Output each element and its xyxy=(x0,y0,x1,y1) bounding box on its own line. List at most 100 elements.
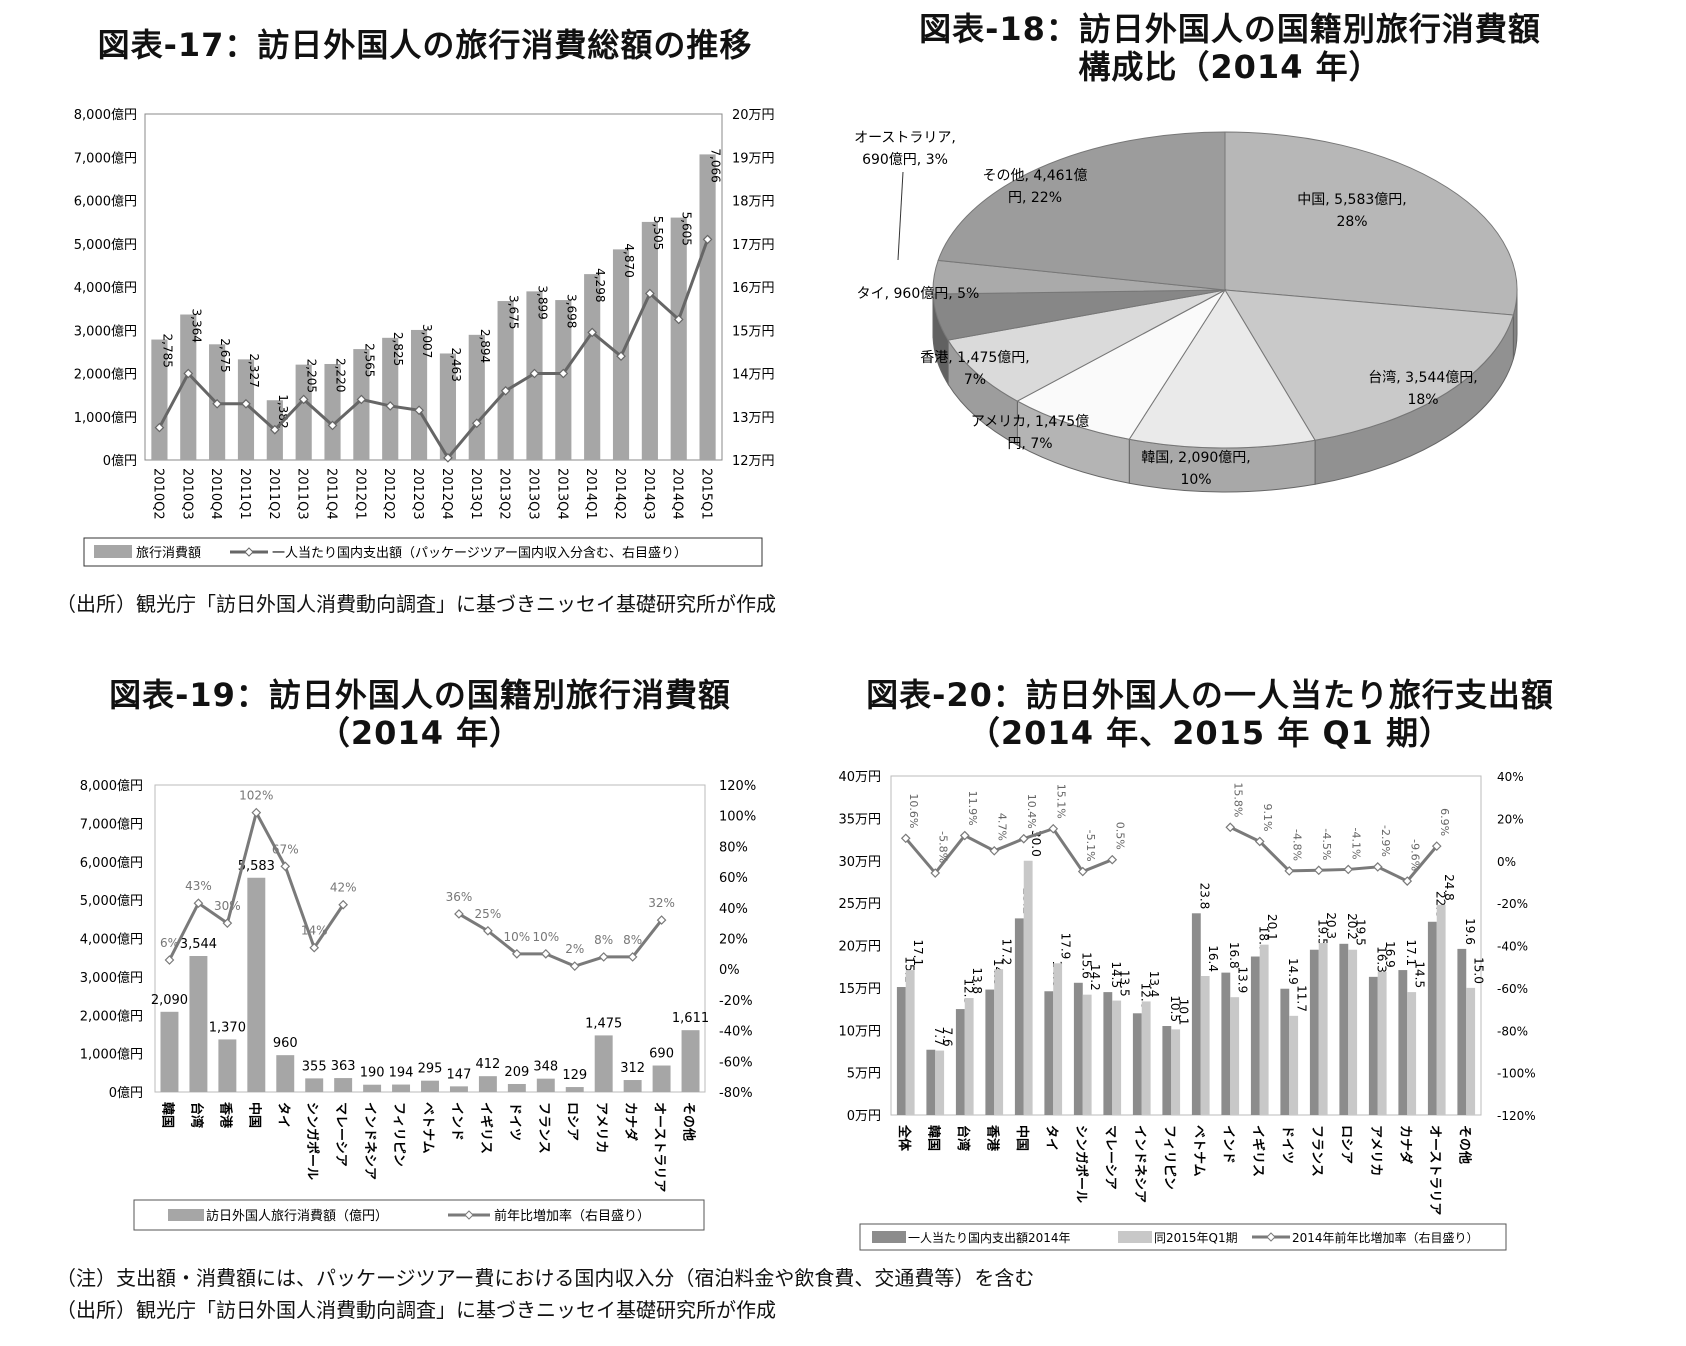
c17-bar-label: 3,675 xyxy=(507,295,521,329)
c17-bar xyxy=(382,337,399,460)
c20-legend-2015q1-swatch xyxy=(1118,1231,1152,1243)
c20-line-marker xyxy=(1343,864,1354,875)
chart18-title-line1: 図表-18：訪日外国人の国籍別旅行消費額 xyxy=(919,10,1541,48)
c20-y2tick: 0% xyxy=(1497,855,1516,869)
c20-line-label: 15.8% xyxy=(1231,782,1244,817)
c17-bar xyxy=(209,344,226,460)
c20-xtick: イギリス xyxy=(1250,1125,1266,1177)
c17-xtick: 2011Q3 xyxy=(295,468,310,520)
c19-bar-label: 312 xyxy=(620,1061,645,1076)
c20-line-label: 6.9% xyxy=(1438,808,1451,836)
c20-line-label: 10.4% xyxy=(1025,794,1038,829)
c18-slice-label-2: 18% xyxy=(1407,392,1438,408)
chart20-title-line1: 図表-20：訪日外国人の一人当たり旅行支出額 xyxy=(866,676,1554,714)
c20-bar-2015q1 xyxy=(994,969,1004,1115)
c19-xtick: ロシア xyxy=(565,1102,580,1141)
c17-bar-label: 2,463 xyxy=(449,347,463,381)
c20-bar-2014 xyxy=(1014,918,1024,1115)
c19-line-marker xyxy=(338,899,349,910)
c20-xtick: カナダ xyxy=(1397,1125,1413,1164)
c19-bar xyxy=(276,1055,295,1092)
c19-xtick: インドネシア xyxy=(362,1102,377,1180)
c20-bar-2014 xyxy=(1073,982,1083,1115)
c17-y2tick: 17万円 xyxy=(732,238,775,253)
c20-bar-2015q1 xyxy=(1082,994,1092,1115)
c18-slice-label-2: 10% xyxy=(1180,472,1211,488)
c19-bar-label: 3,544 xyxy=(180,937,217,952)
c19-bar xyxy=(392,1084,411,1092)
c20-bar-label-2014: 14.9 xyxy=(1286,958,1300,985)
c20-xtick: フィリピン xyxy=(1161,1125,1176,1190)
c19-y2tick: 120% xyxy=(719,779,756,794)
c19-bar xyxy=(536,1078,555,1092)
c19-y2tick: 40% xyxy=(719,902,748,917)
chart18-title-line2: 構成比（2014 年） xyxy=(1078,48,1382,86)
c20-bar-label-2015q1: 13.8 xyxy=(970,967,984,994)
c20-y2tick: -20% xyxy=(1497,897,1528,911)
c19-xtick: カナダ xyxy=(623,1102,639,1141)
c17-ytick: 8,000億円 xyxy=(74,107,137,123)
c19-ytick: 8,000億円 xyxy=(80,778,143,794)
c20-bar-2015q1 xyxy=(1200,976,1210,1115)
c19-xtick: オーストラリア xyxy=(652,1102,667,1192)
c17-bar-label: 4,870 xyxy=(622,243,636,277)
c20-bar-label-2014: 12.0 xyxy=(1138,983,1152,1010)
c20-bar-label-2014: 14.5 xyxy=(1109,961,1123,988)
c17-line-marker xyxy=(298,394,309,405)
c20-bar-label-2014: 23.8 xyxy=(1197,883,1211,910)
c19-y2tick: 60% xyxy=(719,871,748,886)
c19-line-label: 8% xyxy=(594,933,613,947)
c19-bar-label: 1,370 xyxy=(209,1020,246,1035)
c19-bar-label: 348 xyxy=(533,1060,558,1075)
c17-bar-label: 3,007 xyxy=(420,324,434,358)
c19-legend-marker xyxy=(464,1210,474,1220)
c17-line-marker xyxy=(443,452,453,463)
c20-bar-label-2015q1: 7.6 xyxy=(941,1027,955,1046)
c20-line-marker xyxy=(1107,854,1118,865)
c19-xtick: 香港 xyxy=(217,1101,233,1129)
c20-xtick: その他 xyxy=(1456,1125,1472,1164)
c20-bar-label-2014: 12.5 xyxy=(961,978,975,1005)
c17-ytick: 0億円 xyxy=(103,453,137,469)
c19-line-label: 102% xyxy=(239,789,273,803)
c20-bar-2014 xyxy=(1221,972,1231,1115)
c17-line-marker xyxy=(587,327,598,338)
c18-slice xyxy=(947,289,1226,402)
c20-line-marker xyxy=(959,830,970,841)
c19-bar-label: 209 xyxy=(504,1065,529,1080)
c17-xtick: 2013Q4 xyxy=(554,468,569,520)
c20-line-marker xyxy=(1431,841,1442,851)
c19-line-marker xyxy=(222,918,233,928)
c20-bar-2015q1 xyxy=(1053,963,1063,1115)
c17-ytick: 2,000億円 xyxy=(74,367,137,383)
c18-slice xyxy=(937,131,1226,291)
c20-line-marker xyxy=(1284,866,1295,876)
c18-slice-label: オーストラリア, xyxy=(854,130,956,146)
c19-bar xyxy=(507,1083,526,1092)
c17-y2tick: 18万円 xyxy=(732,195,775,210)
c18-slice xyxy=(1128,289,1316,449)
c17-bar-label: 2,825 xyxy=(391,332,405,366)
c20-line-label: -4.5% xyxy=(1320,828,1333,860)
c20-bar-2014 xyxy=(1191,913,1201,1115)
c19-bar xyxy=(681,1030,700,1092)
source-note-bottom: （出所）観光庁「訪日外国人消費動向調査」に基づきニッセイ基礎研究所が作成 xyxy=(56,1298,776,1322)
c20-bar-label-2014: 7.7 xyxy=(932,1027,946,1046)
c20-bar-2015q1 xyxy=(1259,944,1269,1115)
c17-bar xyxy=(641,221,658,460)
c19-xtick: マレーシア xyxy=(333,1102,348,1167)
c17-bar xyxy=(266,400,283,460)
c19-line-label: 30% xyxy=(214,899,241,913)
c17-xtick: 2011Q4 xyxy=(324,468,339,520)
c18-slice-label-2: 690億円, 3% xyxy=(862,152,948,168)
c19-legend xyxy=(133,1199,705,1231)
c20-bar-label-2014: 14.6 xyxy=(1050,961,1064,988)
c17-xtick: 2014Q2 xyxy=(612,468,627,520)
c20-xtick: シンガポール xyxy=(1073,1125,1089,1203)
c19-bar xyxy=(652,1065,671,1092)
c20-bar-label-2015q1: 13.9 xyxy=(1236,966,1250,993)
c17-ytick: 4,000億円 xyxy=(74,280,137,296)
c19-bar xyxy=(565,1087,584,1092)
c17-line-marker xyxy=(558,368,569,379)
c17-bar xyxy=(468,334,485,460)
